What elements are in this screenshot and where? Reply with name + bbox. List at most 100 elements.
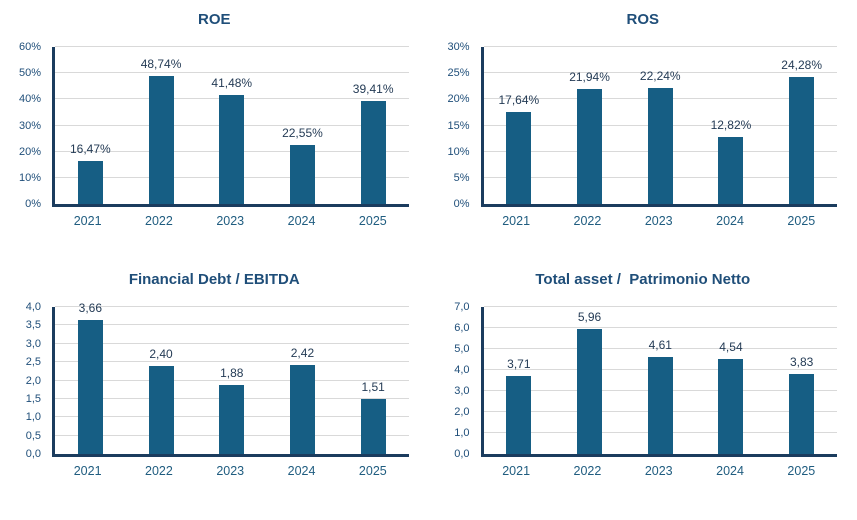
y-tick-label: 30%	[18, 119, 41, 132]
y-tick-label: 0%	[25, 198, 41, 210]
plot-area: 0% 5% 10% 15% 20% 25% 30% 17,64% 21,94% 22,24% 12,…	[447, 41, 837, 210]
y-tick-label: 2,5	[25, 356, 41, 369]
chart-title: ROE	[197, 11, 231, 28]
y-tick-label: 40%	[18, 93, 41, 106]
bar-value-label: 4,54	[719, 339, 743, 354]
x-tick-label: 2021	[502, 464, 531, 478]
x-tick-label: 2024	[716, 464, 744, 478]
y-tick-label: 3,0	[25, 337, 41, 350]
y-tick-label: 4,0	[25, 301, 41, 313]
chart-roe: ROE 0% 10% 20% 30% 40% 50% 60% 16,47% 48,74% 41,4…	[0, 0, 429, 260]
y-tick-label: 0%	[453, 198, 470, 210]
y-tick-label: 25%	[447, 67, 470, 80]
gridline	[55, 46, 409, 47]
y-tick-label: 30%	[447, 41, 470, 53]
bar-value-label: 48,74%	[140, 57, 182, 72]
plot-wrapper: 0% 10% 20% 30% 40% 50% 60% 16,47% 48,74% 41,48% 22…	[19, 41, 409, 228]
bar	[219, 384, 245, 454]
bar	[360, 398, 386, 454]
plot-wrapper: 0,0 1,0 2,0 3,0 4,0 5,0 6,0 7,0 3,71 5,96 4,61 4,54…	[454, 301, 837, 478]
gridline	[55, 324, 409, 326]
chart-ros: ROS 0% 5% 10% 15% 20% 25% 30% 17,64% 21,94% 22,24…	[429, 0, 857, 260]
x-tick-label: 2025	[787, 214, 816, 228]
chart-total-asset-patrimonio-netto: Total asset / Patrimonio Netto 0,0 1,0 2,0…	[429, 260, 857, 520]
x-tick-label: 2022	[145, 214, 173, 228]
x-tick-label: 2021	[502, 214, 531, 228]
chart-title: Financial Debt / EBITDA	[128, 271, 300, 288]
y-tick-label: 15%	[447, 119, 470, 132]
bar-value-label: 5,96	[577, 309, 602, 324]
x-tick-label: 2024	[716, 214, 744, 228]
chart-title: ROS	[626, 11, 659, 28]
plot-area: 0% 10% 20% 30% 40% 50% 60% 16,47% 48,74% 41,48% 22…	[19, 41, 409, 210]
bar	[77, 160, 103, 204]
gridline	[55, 72, 409, 74]
bar	[718, 136, 744, 204]
y-tick-label: 10%	[447, 145, 470, 158]
bar-value-label: 21,94%	[569, 70, 610, 85]
x-tick-label: 2023	[216, 214, 245, 228]
gridline	[483, 306, 837, 307]
y-tick-label: 6,0	[454, 322, 470, 334]
y-tick-label: 5,0	[454, 343, 470, 355]
x-tick-label: 2021	[73, 214, 102, 228]
y-tick-label: 4,0	[454, 364, 470, 376]
bar	[789, 373, 815, 454]
bar	[506, 111, 532, 204]
y-tick-label: 2,0	[25, 374, 41, 387]
bar	[148, 365, 174, 454]
bar-value-label: 22,55%	[282, 126, 323, 140]
gridline	[55, 379, 409, 381]
gridline	[483, 46, 837, 47]
chart-body: 0% 10% 20% 30% 40% 50% 60% 16,47% 48,74% 41,48% 22…	[0, 41, 429, 228]
bar	[360, 100, 386, 204]
gridline	[483, 348, 837, 349]
x-axis-labels: 2021 2022 2023 2024 2025	[52, 214, 409, 228]
y-tick-label: 0,0	[25, 448, 41, 460]
bar-value-label: 4,61	[648, 338, 672, 353]
gridline	[483, 327, 837, 328]
y-tick-label: 50%	[18, 67, 41, 80]
y-tick-label: 10%	[18, 171, 41, 184]
bar-value-label: 3,71	[507, 357, 531, 372]
bar	[289, 365, 315, 454]
y-tick-label: 20%	[18, 145, 41, 158]
bar-value-label: 12,82%	[710, 117, 752, 132]
y-tick-label: 20%	[447, 93, 470, 106]
x-tick-label: 2025	[787, 464, 816, 478]
bar-value-label: 39,41%	[352, 81, 394, 96]
bar-value-label: 2,42	[290, 346, 315, 361]
x-tick-label: 2023	[644, 214, 673, 228]
bar	[718, 358, 744, 454]
plot-area: 0,0 0,5 1,0 1,5 2,0 2,5 3,0 3,5 4,0 3,66 2,40 1,88 2…	[26, 301, 409, 460]
y-axis-tick-labels: 0,0 0,5 1,0 1,5 2,0 2,5 3,0 3,5 4,0	[3, 301, 47, 460]
x-tick-label: 2022	[573, 464, 602, 478]
bar	[289, 145, 315, 204]
y-tick-label: 5%	[453, 171, 470, 184]
y-tick-label: 0,5	[25, 429, 41, 442]
y-tick-label: 0,0	[454, 448, 470, 460]
y-axis-tick-labels: 0% 10% 20% 30% 40% 50% 60%	[3, 41, 47, 210]
chart-title: Total asset / Patrimonio Netto	[535, 271, 751, 288]
y-axis-tick-labels: 0,0 1,0 2,0 3,0 4,0 5,0 6,0 7,0	[432, 301, 476, 460]
x-tick-label: 2022	[573, 214, 602, 228]
chart-body: 0,0 0,5 1,0 1,5 2,0 2,5 3,0 3,5 4,0 3,66 2,40 1,88 2…	[0, 301, 429, 478]
bar-value-label: 3,66	[78, 300, 103, 315]
bar	[647, 87, 673, 204]
x-tick-label: 2023	[644, 464, 673, 478]
plot-area: 0,0 1,0 2,0 3,0 4,0 5,0 6,0 7,0 3,71 5,96 4,61 4,54…	[454, 301, 837, 460]
y-tick-label: 2,0	[454, 406, 470, 418]
plot-wrapper: 0,0 0,5 1,0 1,5 2,0 2,5 3,0 3,5 4,0 3,66 2,40 1,88 2…	[26, 301, 409, 478]
y-tick-label: 3,5	[25, 319, 41, 332]
bar-value-label: 16,47%	[69, 141, 111, 156]
bar	[77, 319, 103, 454]
y-tick-label: 60%	[18, 41, 41, 53]
chart-body: 0% 5% 10% 15% 20% 25% 30% 17,64% 21,94% 22,24% 12,…	[429, 41, 857, 228]
bar-value-label: 3,83	[789, 354, 814, 369]
y-axis-tick-labels: 0% 5% 10% 15% 20% 25% 30%	[432, 41, 476, 210]
bar-value-label: 1,51	[361, 379, 385, 394]
bar	[148, 76, 174, 204]
chart-body: 0,0 1,0 2,0 3,0 4,0 5,0 6,0 7,0 3,71 5,96 4,61 4,54…	[429, 301, 857, 478]
gridline	[55, 306, 409, 307]
